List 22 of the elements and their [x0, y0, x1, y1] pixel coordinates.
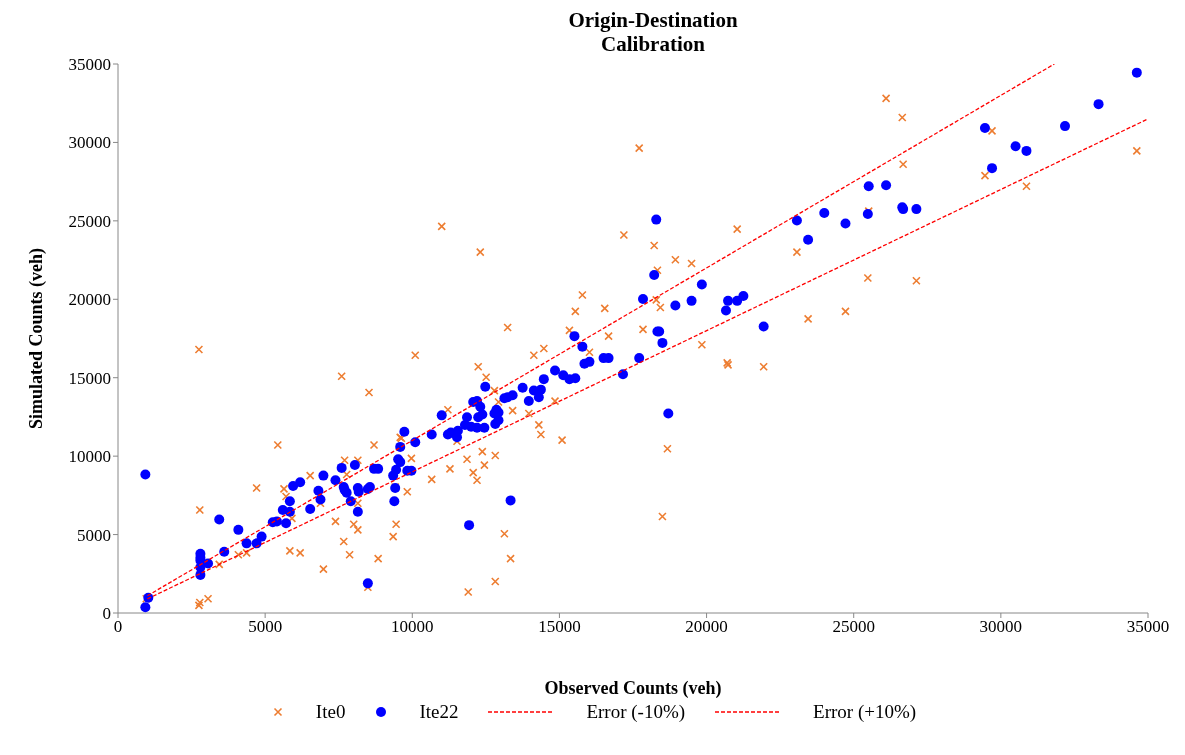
y-tick-label: 35000	[68, 55, 111, 75]
x-tick-label: 10000	[391, 617, 434, 637]
y-tick-label: 10000	[68, 447, 111, 467]
y-axis-title: Simulated Counts (veh)	[26, 247, 48, 430]
legend-label: Error (+10%)	[813, 701, 917, 723]
y-tick-label: 5000	[77, 525, 111, 545]
x-tick-label: 25000	[832, 617, 875, 637]
x-tick-label: 20000	[685, 617, 728, 637]
legend-label: Ite0	[315, 701, 346, 723]
y-tick-label: 20000	[68, 290, 111, 310]
y-tick-label: 25000	[68, 211, 111, 231]
x-tick-label: 15000	[538, 617, 581, 637]
x-tick-label: 5000	[248, 617, 283, 637]
chart-title: Origin-Destination Calibration	[567, 8, 739, 56]
legend-label: Error (-10%)	[586, 701, 686, 723]
y-tick-label: 15000	[68, 368, 111, 388]
x-tick-label: 30000	[979, 617, 1023, 637]
y-tick-label: 30000	[68, 133, 111, 153]
x-tick-label: 35000	[1126, 617, 1170, 637]
y-tick-label: 0	[102, 604, 111, 624]
x-axis-title: Observed Counts (veh)	[544, 677, 722, 699]
legend-label: Ite22	[419, 701, 459, 723]
